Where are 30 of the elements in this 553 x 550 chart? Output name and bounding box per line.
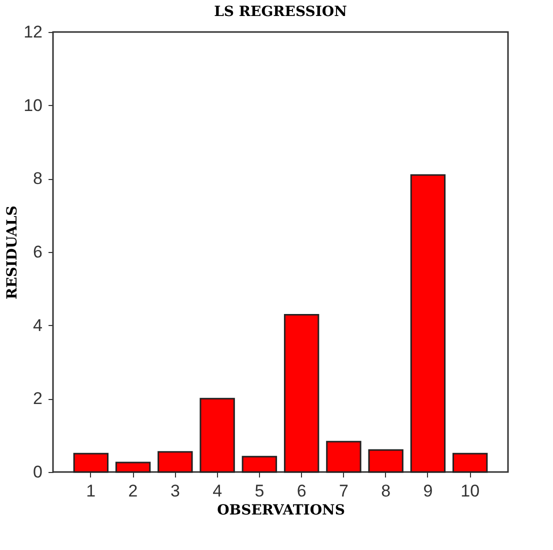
x-axis-title: OBSERVATIONS xyxy=(217,502,345,518)
y-tick-label: 0 xyxy=(33,462,42,482)
x-tick-label: 2 xyxy=(128,482,138,500)
y-tick-label: 4 xyxy=(33,316,42,335)
bar xyxy=(242,456,278,473)
y-axis-title: RESIDUALS xyxy=(4,206,21,300)
x-tick-label: 3 xyxy=(170,482,180,500)
chart-title: LS REGRESSION xyxy=(214,4,348,20)
x-tick-label: 4 xyxy=(212,482,222,500)
bar xyxy=(115,462,151,473)
bar xyxy=(410,174,446,473)
y-tick-label: 12 xyxy=(24,22,42,42)
x-tick-label: 8 xyxy=(381,482,391,500)
x-tick-label: 9 xyxy=(423,482,433,500)
bar xyxy=(368,449,404,473)
bar xyxy=(326,440,362,473)
bar xyxy=(284,314,320,473)
y-tick-label: 8 xyxy=(33,169,42,188)
x-tick-label: 7 xyxy=(338,482,348,500)
bar xyxy=(452,452,488,473)
y-tick-label: 6 xyxy=(33,242,42,262)
bar xyxy=(158,451,193,473)
x-tick-label: 10 xyxy=(460,482,480,500)
x-tick-label: 5 xyxy=(254,482,264,500)
x-tick-label: 6 xyxy=(296,482,306,500)
y-tick-label: 2 xyxy=(33,389,42,408)
y-tick-label: 10 xyxy=(24,96,42,115)
bar xyxy=(200,398,235,473)
x-tick-label: 1 xyxy=(86,482,96,500)
bar xyxy=(73,452,109,473)
